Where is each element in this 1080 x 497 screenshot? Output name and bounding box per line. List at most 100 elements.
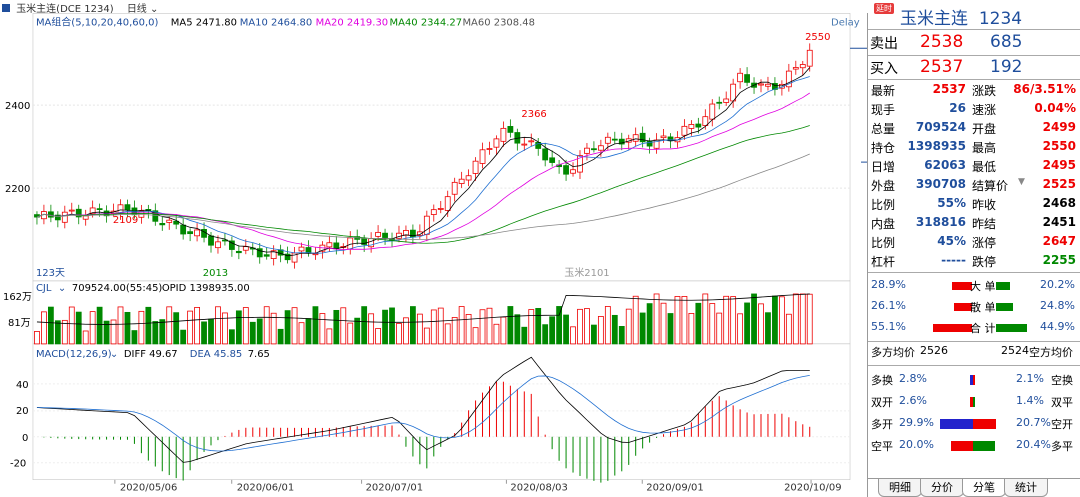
flow-value: 20.0% bbox=[899, 438, 934, 451]
macd-axis-label: -20 bbox=[10, 459, 26, 470]
sell-volume: 685 bbox=[990, 32, 1023, 52]
flow-bar bbox=[973, 375, 976, 385]
buy-volume: 192 bbox=[990, 57, 1023, 77]
date-axis: 2020/05/06 2020/06/01 2020/07/01 2020/08… bbox=[120, 483, 842, 494]
sell-price: 2538 bbox=[920, 32, 964, 52]
buy-pct: 28.9% bbox=[871, 278, 906, 291]
date-label: 2020/05/06 bbox=[120, 483, 177, 494]
flow-row: 空平 20.0% 20.4% 多平 bbox=[868, 435, 1080, 456]
stat-row: 杠杆 ----- 跌停 2255 bbox=[868, 251, 1080, 270]
date-label: 2020/08/03 bbox=[510, 483, 567, 494]
flow-value: 20.4% bbox=[1016, 438, 1051, 451]
stat-row: 外盘 390708 结算价 2525 ▼ bbox=[868, 175, 1080, 194]
stat-value: 2495 bbox=[1042, 158, 1076, 172]
stat-value: 2525 bbox=[1042, 177, 1076, 191]
period-selector[interactable]: 日线 bbox=[126, 4, 147, 15]
date-label: 2020/10/09 bbox=[784, 483, 841, 494]
ma20-value: MA20 2419.30 bbox=[316, 17, 389, 28]
stat-label: 杠杆 bbox=[871, 255, 896, 269]
flow-value: 20.7% bbox=[1016, 416, 1051, 429]
volume-bars bbox=[34, 293, 813, 345]
watermark: 玉米2101 bbox=[564, 266, 609, 279]
average-price-row: 多方均价 2526 2524 空方均价 bbox=[868, 341, 1080, 362]
flow-bar bbox=[940, 419, 973, 429]
chart-title-bar: 玉米主连(DCE 1234) 日线 ⌄ bbox=[0, 0, 868, 15]
buy-bar bbox=[951, 282, 972, 290]
stat-value: 709524 bbox=[915, 120, 966, 134]
ma-legend: MA组合(5,10,20,40,60,0) MA5 2471.80 MA10 2… bbox=[36, 15, 860, 28]
stat-label: 持仓 bbox=[871, 141, 896, 155]
flow-label: 空平 bbox=[871, 440, 893, 453]
stat-value: ----- bbox=[941, 253, 966, 267]
stat-label: 外盘 bbox=[871, 179, 896, 193]
flow-bar bbox=[973, 397, 975, 407]
stat-label: 最高 bbox=[972, 141, 997, 155]
contract-title: 玉米主连(DCE 1234) bbox=[16, 4, 114, 15]
date-label: 2020/09/01 bbox=[646, 483, 703, 494]
peak-label: 2550 bbox=[805, 32, 830, 43]
kline-chart[interactable]: MA组合(5,10,20,40,60,0) MA5 2471.80 MA10 2… bbox=[0, 13, 868, 497]
flow-value: 29.9% bbox=[899, 416, 934, 429]
stat-value: 45% bbox=[937, 234, 966, 248]
chevron-down-icon[interactable]: ⌄ bbox=[110, 349, 118, 360]
sell-row[interactable]: 卖出 2538 685 bbox=[868, 30, 1080, 55]
stat-label: 跌停 bbox=[972, 255, 997, 269]
price-axis-label: 2400 bbox=[5, 101, 30, 112]
chevron-down-icon[interactable]: ⌄ bbox=[150, 4, 159, 15]
macd-value: 7.65 bbox=[248, 349, 270, 360]
stat-label: 涨跌 bbox=[972, 84, 997, 98]
flow-value: 2.6% bbox=[899, 394, 927, 407]
flow-bar bbox=[973, 441, 996, 451]
tab-statistics[interactable]: 统计 bbox=[1004, 479, 1048, 497]
flow-row: 双开 2.6% 1.4% 双平 bbox=[868, 391, 1080, 412]
stat-label: 总量 bbox=[871, 122, 896, 136]
stat-label: 昨结 bbox=[972, 217, 997, 231]
sell-bar bbox=[996, 282, 1011, 290]
detail-tabs: 明细 分价 分笔 统计 bbox=[868, 478, 1080, 497]
stat-label: 最低 bbox=[972, 160, 997, 174]
stat-value: 2537 bbox=[932, 82, 966, 96]
stat-value: 1398935 bbox=[907, 139, 966, 153]
buy-row[interactable]: 买入 2537 192 bbox=[868, 55, 1080, 80]
stat-label: 最新 bbox=[871, 84, 896, 98]
order-size-label: 散 单 bbox=[970, 301, 996, 314]
contract-name: 玉米主连 1234 bbox=[900, 9, 1023, 29]
stat-value: 62063 bbox=[924, 158, 966, 172]
sell-pct: 24.8% bbox=[1040, 299, 1075, 312]
flow-value: 2.8% bbox=[899, 372, 927, 385]
sell-pct: 44.9% bbox=[1040, 320, 1075, 333]
price-axis-label: 2200 bbox=[5, 184, 30, 195]
tab-details[interactable]: 明细 bbox=[878, 479, 922, 497]
stat-label: 涨停 bbox=[972, 236, 997, 250]
stat-row: 最新 2537 涨跌 86/3.51% bbox=[868, 80, 1080, 99]
tab-price-distribution[interactable]: 分价 bbox=[920, 479, 964, 497]
flow-label: 双平 bbox=[1051, 396, 1073, 409]
tab-ticks[interactable]: 分笔 bbox=[962, 479, 1006, 497]
stat-value: 2451 bbox=[1042, 215, 1076, 229]
flow-label: 空换 bbox=[1051, 374, 1073, 387]
dea-value: DEA 45.85 bbox=[190, 349, 243, 360]
delay-badge: 延时 bbox=[874, 3, 894, 14]
buy-bar bbox=[933, 324, 972, 332]
flow-value: 2.1% bbox=[1016, 372, 1044, 385]
macd-label[interactable]: MACD(12,26,9) bbox=[36, 349, 112, 360]
diff-line bbox=[36, 356, 810, 463]
chevron-down-icon[interactable]: ▼ bbox=[1018, 177, 1025, 187]
flow-bar bbox=[973, 419, 996, 429]
stat-label: 昨收 bbox=[972, 198, 997, 212]
flow-row: 多开 29.9% 20.7% 空开 bbox=[868, 413, 1080, 434]
cjl-label[interactable]: CJL bbox=[36, 283, 52, 294]
chart-icon bbox=[2, 4, 10, 12]
date-label: 2020/07/01 bbox=[366, 483, 423, 494]
flow-row: 多换 2.8% 2.1% 空换 bbox=[868, 369, 1080, 390]
open-interest-line bbox=[36, 293, 810, 325]
stat-value: 55% bbox=[937, 196, 966, 210]
stat-value: 2550 bbox=[1042, 139, 1076, 153]
ma-group-label[interactable]: MA组合(5,10,20,40,60,0) bbox=[36, 15, 159, 28]
dea-line bbox=[36, 374, 810, 452]
sell-bar bbox=[996, 303, 1014, 311]
order-size-label: 大 单 bbox=[970, 280, 996, 293]
ma-lines bbox=[36, 67, 811, 257]
chevron-down-icon[interactable]: ⌄ bbox=[58, 283, 66, 294]
order-size-row: 26.1% 散 单 24.8% bbox=[868, 296, 1080, 317]
